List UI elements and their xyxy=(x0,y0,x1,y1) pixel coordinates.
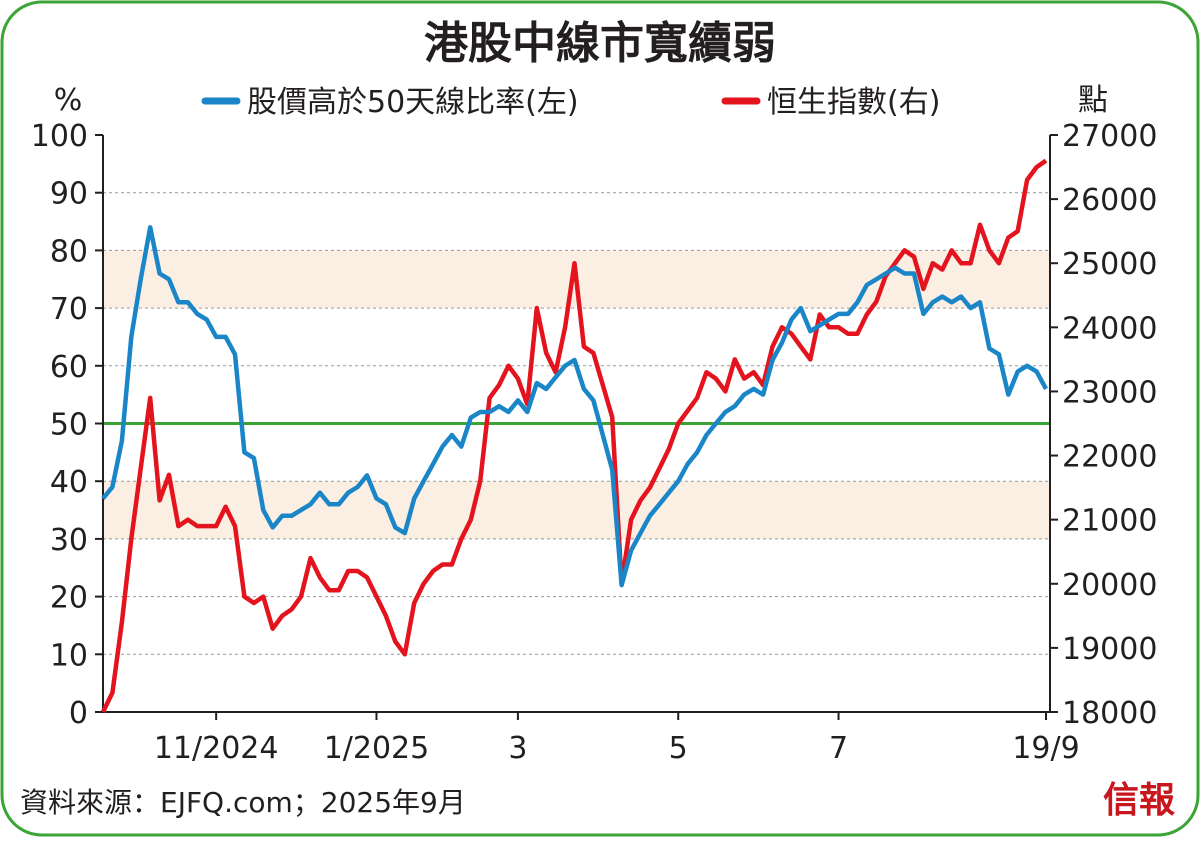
y2-tick-label: 21000 xyxy=(1062,504,1157,539)
y-axis-label: % xyxy=(54,83,83,118)
logo: 信報 xyxy=(1103,779,1175,821)
y2-tick-label: 27000 xyxy=(1062,119,1157,154)
y2-tick-label: 23000 xyxy=(1062,375,1157,410)
y2-tick-label: 22000 xyxy=(1062,440,1157,475)
y-tick-label: 90 xyxy=(50,177,88,212)
y2-tick-label: 20000 xyxy=(1062,568,1157,603)
x-tick-label: 11/2024 xyxy=(154,731,279,766)
source: 資料來源：EJFQ.com；2025年9月 xyxy=(20,786,466,819)
y-tick-label: 0 xyxy=(69,696,88,731)
y2-tick-label: 18000 xyxy=(1062,696,1157,731)
chart-title: 港股中線市寬續弱 xyxy=(424,18,776,69)
y-tick-label: 30 xyxy=(50,523,88,558)
y2-tick-label: 25000 xyxy=(1062,247,1157,282)
y-tick-label: 60 xyxy=(50,350,88,385)
legend-label: 股價高於50天線比率(左) xyxy=(247,85,579,120)
y2-tick-label: 26000 xyxy=(1062,183,1157,218)
shaded-range xyxy=(103,481,1050,539)
x-tick-label: 3 xyxy=(508,731,527,766)
y2-tick-label: 24000 xyxy=(1062,311,1157,346)
legend-label: 恒生指數(右) xyxy=(767,85,940,120)
y-tick-label: 40 xyxy=(50,465,88,500)
y-tick-label: 10 xyxy=(50,638,88,673)
y-tick-label: 50 xyxy=(50,408,88,443)
x-tick-label: 5 xyxy=(669,731,688,766)
x-tick-label: 19/9 xyxy=(1012,731,1079,766)
series-line xyxy=(101,225,1048,588)
y-tick-label: 80 xyxy=(50,234,88,269)
x-tick-label: 7 xyxy=(829,731,848,766)
y2-axis-label: 點 xyxy=(1078,83,1108,118)
y-tick-label: 100 xyxy=(31,119,88,154)
y-tick-label: 70 xyxy=(50,292,88,327)
y-tick-label: 20 xyxy=(50,581,88,616)
x-tick-label: 1/2025 xyxy=(324,731,430,766)
y2-tick-label: 19000 xyxy=(1062,632,1157,667)
